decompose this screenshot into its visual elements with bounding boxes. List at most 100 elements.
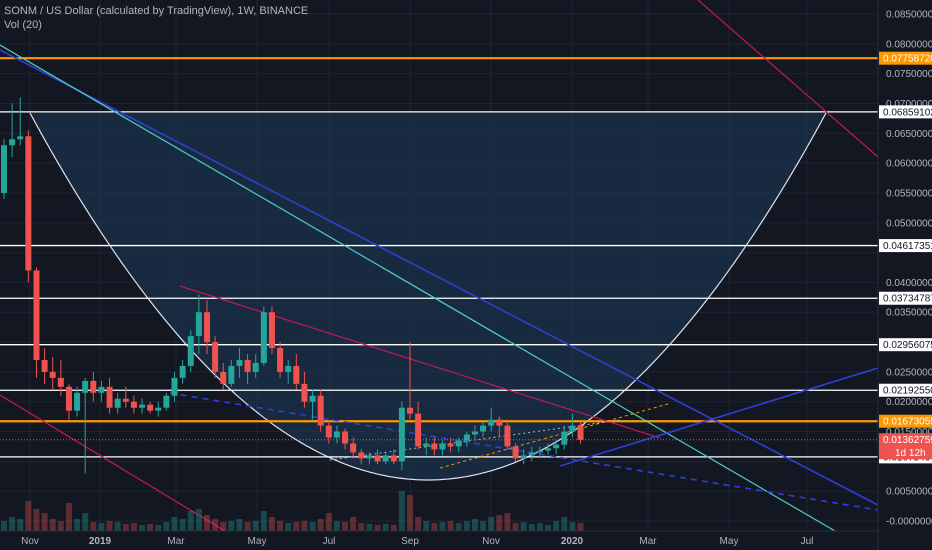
volume-bar-53 (431, 523, 438, 531)
candle-body-57 (463, 434, 470, 441)
candle-body-28 (228, 365, 235, 384)
candle-body-42 (342, 431, 349, 444)
volume-bar-48 (390, 525, 397, 531)
volume-bar-31 (252, 521, 259, 531)
volume-bar-29 (236, 519, 243, 531)
x-tick-label-6: Nov (482, 536, 500, 547)
volume-bar-66 (536, 523, 543, 531)
volume-bar-27 (220, 522, 227, 531)
candle-body-17 (139, 404, 146, 408)
candle-body-62 (504, 425, 511, 447)
candle-body-15 (122, 398, 129, 402)
volume-bar-14 (114, 522, 121, 531)
volume-bar-68 (553, 521, 560, 531)
candle-body-27 (220, 371, 227, 384)
blue-trend-line (0, 49, 879, 506)
volume-bar-19 (155, 525, 162, 531)
current-price-tag (879, 433, 932, 460)
countdown-label: 1d 12h (895, 448, 926, 459)
candle-body-7 (57, 377, 64, 387)
y-tick-label-17: -0.00000000 (886, 517, 932, 528)
volume-bar-20 (163, 522, 170, 531)
candle-body-66 (536, 450, 543, 453)
x-tick-label-1: 2019 (89, 536, 112, 547)
level-tag-0 (879, 51, 932, 65)
x-tick-label-3: May (248, 536, 267, 547)
candle-body-22 (179, 365, 186, 378)
x-tick-label-10: Jul (801, 536, 814, 547)
drawings-back (0, 0, 879, 532)
volume-bar-50 (407, 495, 413, 531)
volume-bar-42 (342, 522, 349, 531)
volume-indicator-label[interactable]: Vol (20) (4, 19, 42, 31)
candle-body-43 (350, 443, 357, 453)
volume-bar-47 (382, 524, 389, 531)
legend: SONM / US Dollar (calculated by TradingV… (4, 4, 308, 32)
volume-bar-8 (65, 503, 72, 531)
candle-body-37 (301, 383, 308, 402)
candle-body-46 (374, 455, 381, 462)
volume-bar-43 (350, 517, 357, 531)
volume-bar-11 (90, 522, 97, 531)
candle-body-19 (155, 407, 162, 411)
price-level-labels: 0.07758728 0.06859102 0.04617351 0.03734787… (879, 51, 932, 464)
crimson-resistance-line (179, 285, 661, 439)
level-tag-2 (879, 239, 932, 253)
volume-bar-57 (463, 521, 470, 531)
level-tag-6 (879, 414, 932, 428)
volume-bars (1, 491, 584, 531)
volume-bar-39 (317, 519, 324, 531)
volume-bar-33 (268, 517, 275, 531)
candle-body-8 (65, 386, 72, 411)
level-tag-3 (879, 291, 932, 305)
candle-body-33 (268, 312, 275, 349)
x-tick-label-8: Mar (639, 536, 657, 547)
candle-body-71 (577, 425, 584, 440)
level-tag-label-5: 0.02192550 (883, 386, 932, 397)
volume-bar-17 (139, 525, 146, 531)
time-axis[interactable]: Nov 2019 Mar May Jul Sep Nov 2020 Mar May Jul (21, 536, 813, 547)
volume-bar-21 (171, 517, 178, 531)
volume-bar-37 (301, 521, 308, 531)
level-tag-label-2: 0.04617351 (883, 241, 932, 252)
volume-bar-5 (41, 513, 48, 531)
candle-body-13 (106, 386, 113, 408)
candle-body-53 (431, 443, 438, 450)
volume-bar-26 (212, 519, 219, 531)
y-tick-label-16: 0.00500000 (886, 487, 932, 498)
candle-body-2 (17, 136, 24, 140)
candle-body-24 (195, 312, 202, 337)
candle-body-6 (49, 371, 56, 378)
candle-body-41 (333, 431, 340, 438)
volume-bar-6 (49, 519, 56, 531)
candle-body-40 (325, 425, 332, 438)
candle-body-68 (553, 444, 560, 449)
candle-body-12 (98, 386, 105, 393)
volume-bar-70 (569, 522, 576, 531)
candle-body-16 (130, 401, 137, 408)
x-tick-label-2: Mar (167, 536, 185, 547)
volume-bar-59 (480, 521, 487, 531)
candle-body-11 (90, 380, 97, 393)
volume-bar-0 (1, 521, 7, 531)
symbol-title[interactable]: SONM / US Dollar (calculated by TradingV… (4, 5, 309, 17)
candle-body-31 (252, 362, 259, 372)
x-tick-label-0: Nov (21, 536, 39, 547)
x-tick-label-9: May (720, 536, 739, 547)
candle-body-23 (187, 336, 194, 366)
candle-body-59 (480, 425, 487, 432)
candle-body-65 (528, 452, 535, 456)
cup-curve (29, 112, 827, 481)
